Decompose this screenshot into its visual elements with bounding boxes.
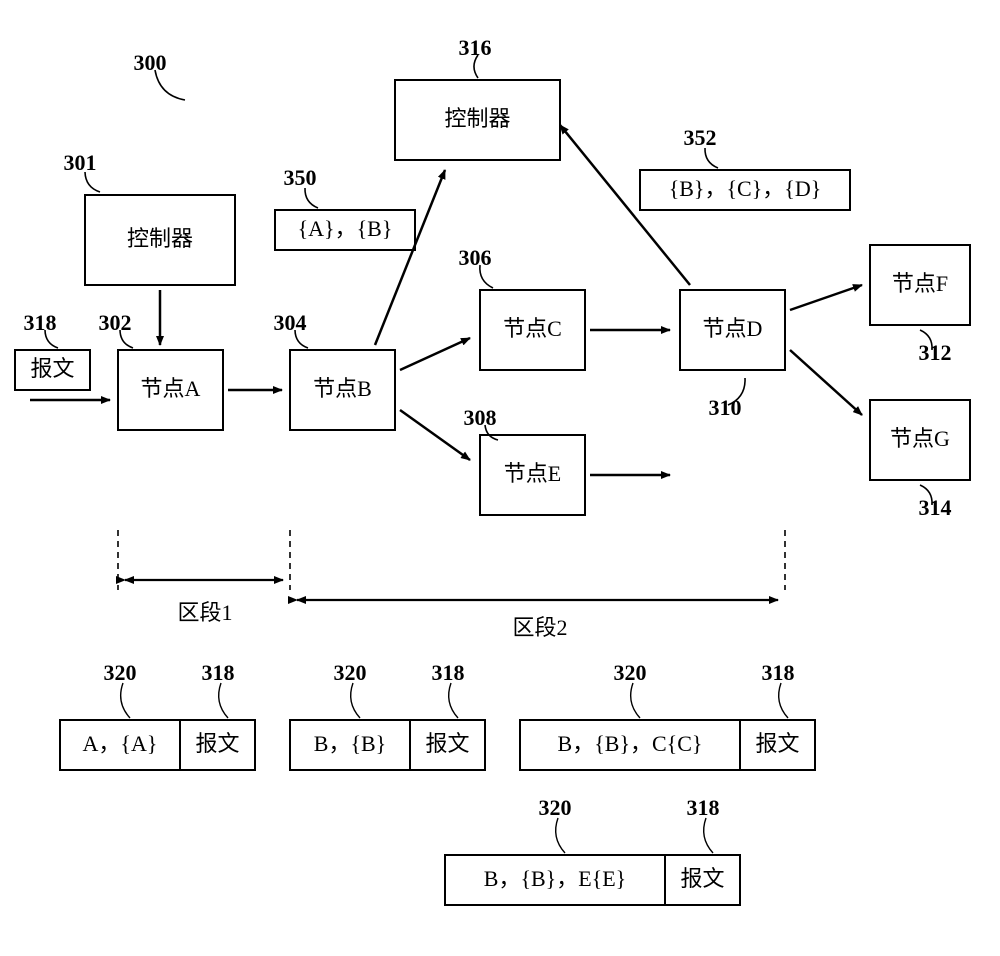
nodeE-label: 节点E xyxy=(504,461,561,486)
nodeA-label: 节点A xyxy=(141,376,201,401)
segment-seg1-label: 区段1 xyxy=(177,600,232,625)
ctrl_left-label: 控制器 xyxy=(127,226,193,251)
packet-0-cell-0-num: 320 xyxy=(104,660,137,685)
packet-3-cell-0-text: B，{B}，E{E} xyxy=(484,866,626,891)
nodeD-label: 节点D xyxy=(703,316,763,341)
ref-301: 301 xyxy=(64,150,97,175)
packet-0-cell-0-text: A，{A} xyxy=(83,731,158,756)
packet-0-cell-1-text: 报文 xyxy=(195,731,239,756)
arrow-8 xyxy=(790,350,862,415)
packet-1-cell-0-leader xyxy=(351,683,360,718)
ref-302: 302 xyxy=(99,310,132,335)
packet-3-cell-1-text: 报文 xyxy=(680,866,724,891)
ref-316: 316 xyxy=(459,35,492,60)
packet-2-cell-0-text: B，{B}，C{C} xyxy=(558,731,703,756)
packet-1-cell-1-leader xyxy=(449,683,458,718)
segment-seg2-label: 区段2 xyxy=(512,615,567,640)
packet-1-cell-1-text: 报文 xyxy=(425,731,469,756)
nodeB-label: 节点B xyxy=(313,376,372,401)
ref-300: 300 xyxy=(134,50,167,75)
packet-3-cell-1-leader xyxy=(704,818,713,853)
ref-306: 306 xyxy=(459,245,492,270)
packet-0-cell-1-leader xyxy=(219,683,228,718)
nodeC-label: 节点C xyxy=(503,316,562,341)
packet-label: 报文 xyxy=(30,356,74,381)
packet-3-cell-0-leader xyxy=(556,818,565,853)
diagram-canvas: 控制器控制器{A}，{B}{B}，{C}，{D}报文节点A节点B节点C节点D节点… xyxy=(0,0,1000,956)
ctrl_top-label: 控制器 xyxy=(444,106,510,131)
nodeF-label: 节点F xyxy=(892,271,948,296)
leader-4 xyxy=(705,148,718,168)
ref-304: 304 xyxy=(274,310,307,335)
ref-312: 312 xyxy=(919,340,952,365)
packet-2-cell-0-leader xyxy=(631,683,640,718)
packet-2-cell-1-text: 报文 xyxy=(755,731,799,756)
packet-0-cell-1-num: 318 xyxy=(202,660,235,685)
ref-350: 350 xyxy=(284,165,317,190)
nodeG-label: 节点G xyxy=(890,426,950,451)
packet-1-cell-0-text: B，{B} xyxy=(314,731,386,756)
packet-1-cell-1-num: 318 xyxy=(432,660,465,685)
packet-3-cell-1-num: 318 xyxy=(687,795,720,820)
ref-352: 352 xyxy=(684,125,717,150)
set_BCD-label: {B}，{C}，{D} xyxy=(669,176,822,201)
packet-2-cell-0-num: 320 xyxy=(614,660,647,685)
arrow-4 xyxy=(400,410,470,460)
ref-314: 314 xyxy=(919,495,952,520)
arrow-9 xyxy=(375,170,445,345)
arrow-7 xyxy=(790,285,862,310)
leader-3 xyxy=(305,188,318,208)
packet-3-cell-0-num: 320 xyxy=(539,795,572,820)
ref-318: 318 xyxy=(24,310,57,335)
packet-2-cell-1-leader xyxy=(779,683,788,718)
packet-2-cell-1-num: 318 xyxy=(762,660,795,685)
ref-308: 308 xyxy=(464,405,497,430)
packet-0-cell-0-leader xyxy=(121,683,130,718)
set_AB-label: {A}，{B} xyxy=(298,216,393,241)
arrow-3 xyxy=(400,338,470,370)
packet-1-cell-0-num: 320 xyxy=(334,660,367,685)
